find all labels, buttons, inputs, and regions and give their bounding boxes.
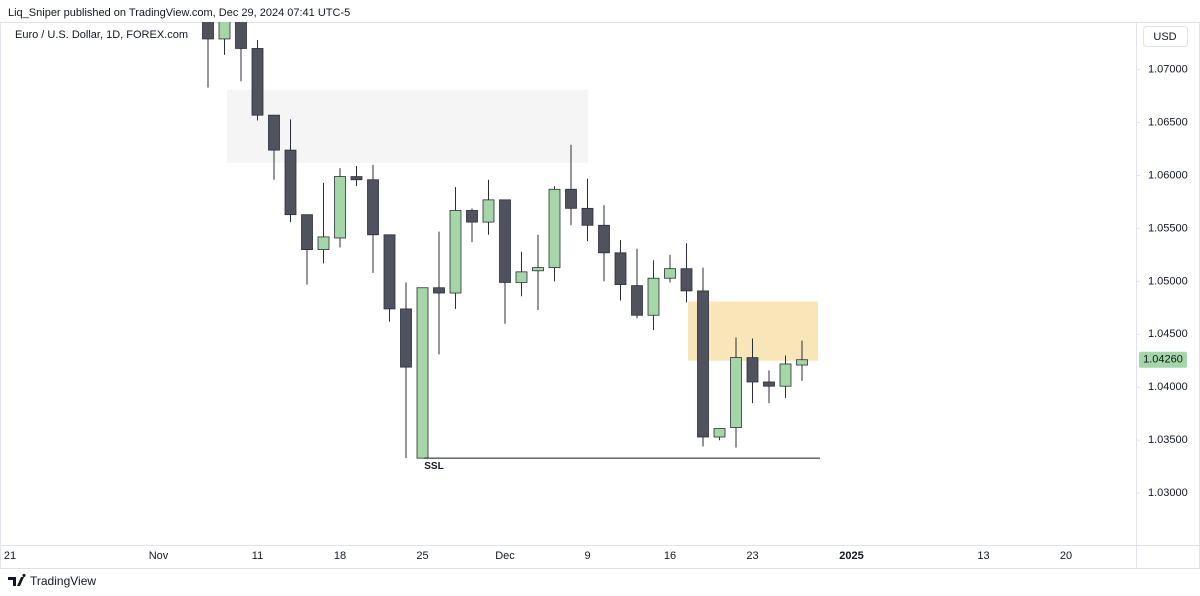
y-tick-label: 1.06500 [1148, 116, 1188, 128]
candle-body [515, 271, 528, 283]
x-tick-label: 13 [977, 550, 989, 562]
y-tick-label: 1.05000 [1148, 275, 1188, 287]
footer-logo [8, 573, 26, 586]
candle-body [730, 357, 742, 428]
candle-body [449, 210, 462, 294]
last-price-label: 1.04260 [1143, 354, 1183, 366]
candle-body [268, 114, 280, 151]
symbol-legend: Euro / U.S. Dollar, 1D, FOREX.com [15, 29, 188, 41]
y-tick-label: 1.06000 [1148, 169, 1188, 181]
candle-body [763, 381, 775, 387]
x-tick-label: Nov [149, 550, 169, 562]
y-tick-label: 1.03500 [1148, 434, 1188, 446]
candle-body [235, 22, 247, 49]
x-tick-label: 25 [416, 550, 428, 562]
candle-body [400, 308, 412, 368]
candle-body [647, 277, 660, 316]
y-tick-label: 1.07000 [1148, 64, 1188, 76]
candle-body [680, 268, 693, 292]
candle-body [581, 207, 594, 226]
candle-body [796, 359, 808, 366]
candle-body [317, 236, 330, 251]
x-tick-label: 9 [584, 550, 590, 562]
currency-button[interactable] [1143, 26, 1188, 47]
candle-body [631, 285, 643, 316]
candle-body [416, 287, 429, 459]
y-tick-label: 1.04500 [1148, 328, 1188, 340]
x-tick-label: 16 [664, 550, 676, 562]
x-tick-label: 11 [252, 550, 263, 562]
x-tick-label: 20 [1060, 550, 1072, 562]
candle-body [433, 287, 445, 294]
zone [227, 89, 588, 163]
level-label: SSL [424, 461, 443, 472]
candle-body [466, 210, 478, 223]
chart-frame [0, 22, 1200, 569]
x-tick-label: 2025 [839, 550, 863, 562]
candle-body [548, 188, 561, 269]
candle-body [598, 224, 610, 254]
candle-body [301, 214, 313, 251]
y-tick-label: 1.05500 [1148, 222, 1188, 234]
x-tick-label: 23 [746, 550, 758, 562]
candle-body [284, 149, 297, 216]
candle-body [614, 252, 627, 285]
candle-body [697, 290, 709, 438]
candle-body [383, 234, 396, 310]
candle-body [499, 199, 511, 283]
candle-body [251, 48, 264, 116]
candle-body [482, 199, 495, 223]
x-tick-label: Dec [495, 550, 515, 562]
candle-body [532, 267, 544, 272]
candle-body [367, 179, 379, 236]
y-tick-label: 1.03000 [1148, 487, 1188, 499]
candle-body [664, 268, 676, 279]
y-tick-label: 1.04000 [1148, 381, 1188, 393]
plot-area [202, 22, 820, 459]
last-price-tag [1139, 351, 1187, 368]
currency-label[interactable]: USD [1153, 31, 1176, 43]
candle-body [202, 22, 214, 40]
publisher-line: Liq_Sniper published on TradingView.com,… [8, 7, 350, 19]
candle-body [565, 188, 577, 209]
candle-body [350, 176, 363, 181]
candle-body [713, 428, 726, 438]
candle-body [218, 22, 231, 40]
x-tick-label: 21 [4, 550, 16, 562]
candle-body [334, 176, 346, 239]
candle-body [779, 363, 792, 387]
candle-body [746, 357, 759, 383]
x-tick-label: 18 [334, 550, 346, 562]
footer-brand: TradingView [30, 574, 96, 588]
